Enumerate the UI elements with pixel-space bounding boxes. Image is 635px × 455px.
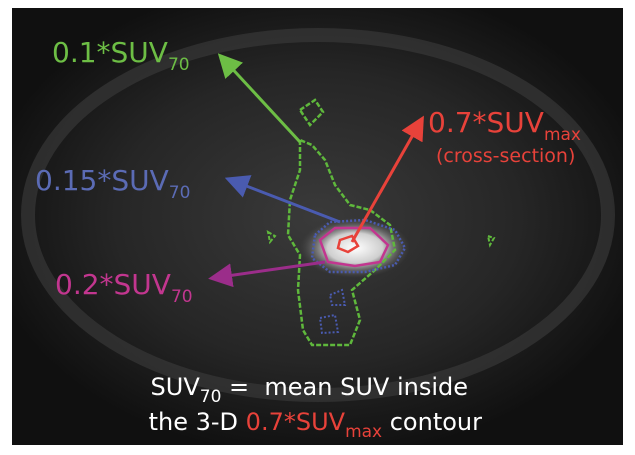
text-part: 70 <box>171 287 193 307</box>
text-part: 70 <box>169 183 191 203</box>
text-part: 70 <box>168 55 190 75</box>
text-part: max <box>544 125 581 145</box>
text-part: 0.2*SUV <box>55 268 171 301</box>
text-part: SUV <box>151 373 201 401</box>
text-part: 70 <box>200 387 222 407</box>
text-part: 0.7*SUV <box>246 408 346 436</box>
text-part: contour <box>382 408 482 436</box>
text-part: the 3-D <box>149 408 246 436</box>
text-part: 0.1*SUV <box>52 36 168 69</box>
figure: 0.1*SUV70 0.15*SUV70 0.2*SUV70 0.7*SUVma… <box>0 0 635 455</box>
text-part: max <box>345 422 382 442</box>
label-red-note: (cross-section) <box>436 145 575 167</box>
text-part: 0.15*SUV <box>35 164 169 197</box>
page: 0.1*SUV70 0.15*SUV70 0.2*SUV70 0.7*SUVma… <box>0 0 635 455</box>
text-part: 0.7*SUV <box>428 106 544 139</box>
text-part: = mean SUV inside <box>221 373 468 401</box>
